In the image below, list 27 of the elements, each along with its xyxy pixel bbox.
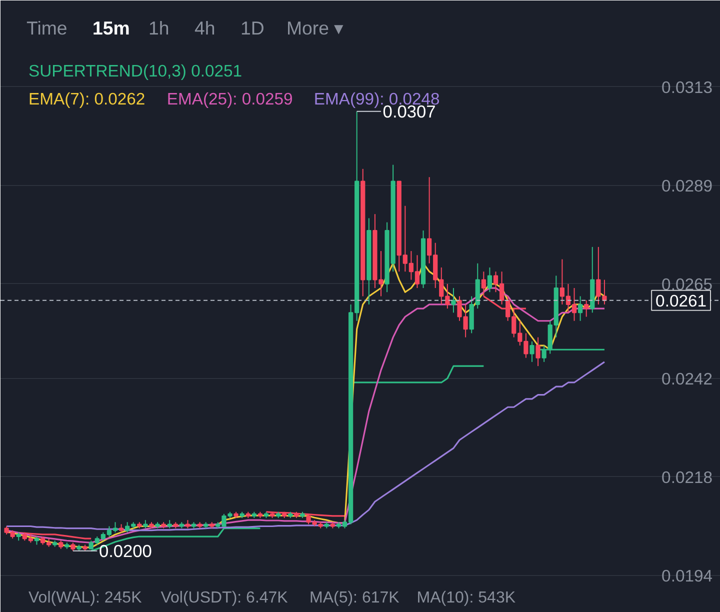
y-tick-label: 0.0218 <box>662 468 713 487</box>
annotation: 15m <box>92 18 130 38</box>
annotation: Vol(USDT): 6.47K <box>160 590 288 606</box>
candlestick <box>578 296 583 322</box>
candlestick <box>536 336 540 367</box>
annotation: 0.0200 <box>98 540 152 561</box>
candlestick <box>451 288 456 314</box>
y-tick-label: 0.0265 <box>662 274 713 294</box>
annotation: MA(5): 617K <box>310 590 400 606</box>
y-tick-label: 0.0313 <box>662 78 713 97</box>
annotation: 1h <box>148 18 170 38</box>
annotation: Time <box>26 18 68 38</box>
text: EMA(7): 0.0262 <box>28 90 146 108</box>
annotation: 4h <box>194 18 216 38</box>
candlestick <box>530 340 534 362</box>
annotation: MA(10): 543K <box>416 590 516 606</box>
candlestick <box>487 266 492 293</box>
annotation: Vol(WAL): 245K <box>28 590 142 606</box>
annotation: 1D <box>240 18 264 38</box>
annotation: More ▾ <box>286 18 344 38</box>
y-tick-label: 0.0289 <box>662 176 713 196</box>
text: SUPERTREND(10,3) 0.0251 <box>28 62 242 80</box>
y-tick-label: 0.0194 <box>662 566 713 586</box>
candlestick <box>584 300 589 318</box>
ref-line-label: 0.0261 <box>656 291 707 310</box>
text: EMA(25): 0.0259 <box>166 90 293 108</box>
y-tick-label: 0.0242 <box>662 369 713 388</box>
